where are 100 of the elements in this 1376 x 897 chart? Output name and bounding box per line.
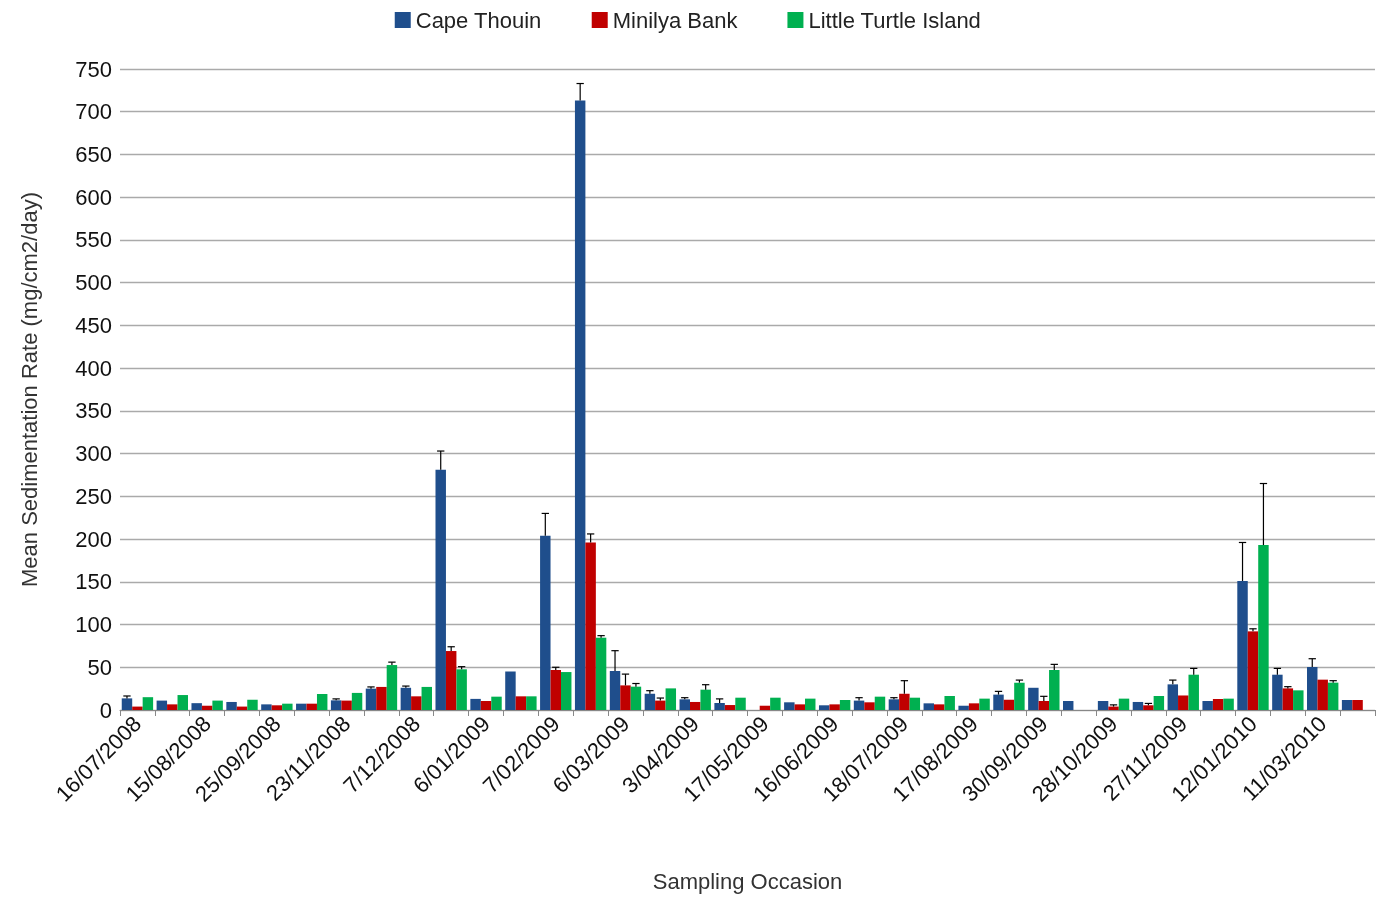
y-tick-label: 50 bbox=[87, 654, 112, 680]
bar bbox=[1038, 701, 1050, 710]
bar bbox=[1202, 701, 1213, 710]
bar bbox=[770, 697, 781, 710]
bar bbox=[934, 704, 945, 710]
bar bbox=[156, 700, 168, 710]
y-tick-label: 750 bbox=[75, 56, 112, 82]
bar bbox=[1132, 701, 1144, 710]
bar bbox=[1272, 674, 1283, 710]
bar bbox=[909, 697, 921, 710]
bar bbox=[944, 695, 955, 710]
bar bbox=[735, 697, 746, 710]
bar bbox=[351, 692, 363, 710]
bar bbox=[1223, 698, 1234, 710]
bar bbox=[923, 703, 935, 710]
bar bbox=[177, 695, 188, 710]
bar bbox=[630, 686, 642, 710]
bar bbox=[212, 700, 223, 710]
bar bbox=[226, 701, 237, 710]
bar bbox=[1212, 698, 1224, 710]
bar bbox=[1178, 695, 1189, 710]
bar bbox=[386, 665, 398, 710]
bar bbox=[1352, 700, 1363, 710]
bar bbox=[330, 700, 342, 710]
bar bbox=[167, 704, 178, 710]
bar bbox=[1062, 701, 1074, 710]
bar bbox=[306, 703, 317, 710]
bar bbox=[609, 671, 621, 710]
bar bbox=[794, 704, 806, 710]
bar bbox=[805, 698, 816, 710]
bar bbox=[1282, 688, 1294, 710]
bar bbox=[376, 686, 387, 710]
y-tick-label: 0 bbox=[99, 697, 112, 723]
y-tick-label: 150 bbox=[75, 569, 112, 595]
y-tick-label: 250 bbox=[75, 483, 112, 509]
legend-label: Little Turtle Island bbox=[808, 7, 981, 33]
bar bbox=[1153, 695, 1165, 710]
bar bbox=[1118, 698, 1130, 710]
bar bbox=[121, 698, 133, 710]
bar bbox=[644, 693, 656, 710]
bar bbox=[864, 702, 875, 710]
bar bbox=[1317, 679, 1328, 710]
bar bbox=[191, 703, 202, 710]
bar bbox=[1188, 674, 1199, 710]
bar bbox=[1293, 690, 1304, 710]
legend-label: Cape Thouin bbox=[415, 7, 542, 33]
y-tick-label: 600 bbox=[75, 184, 112, 210]
bar bbox=[853, 700, 865, 710]
bar bbox=[411, 696, 422, 710]
bar bbox=[1247, 631, 1259, 710]
bar bbox=[585, 542, 596, 710]
bar bbox=[595, 637, 607, 710]
bar bbox=[655, 700, 666, 710]
x-axis-title: Sampling Occasion bbox=[652, 868, 843, 894]
bar bbox=[341, 700, 352, 710]
bar bbox=[1237, 580, 1248, 710]
bar bbox=[679, 699, 690, 710]
y-tick-label: 650 bbox=[75, 141, 112, 167]
y-axis-title: Mean Sedimentation Rate (mg/cm2/day) bbox=[16, 192, 42, 587]
bar bbox=[505, 671, 516, 710]
bar bbox=[1028, 687, 1039, 710]
bar bbox=[526, 696, 537, 710]
bar bbox=[1327, 682, 1339, 710]
bar bbox=[839, 700, 851, 710]
bar bbox=[296, 703, 307, 710]
bar bbox=[445, 651, 457, 710]
bar bbox=[491, 696, 502, 710]
bar bbox=[316, 694, 328, 710]
bar bbox=[247, 699, 258, 710]
bar bbox=[784, 702, 795, 710]
bar bbox=[400, 687, 412, 710]
bar bbox=[470, 698, 481, 710]
bar bbox=[958, 705, 969, 710]
bar bbox=[1167, 684, 1179, 710]
y-tick-label: 450 bbox=[75, 312, 112, 338]
bar bbox=[421, 686, 433, 710]
legend-label: Minilya Bank bbox=[612, 7, 739, 33]
bar bbox=[1307, 667, 1318, 710]
bar bbox=[132, 706, 143, 710]
bar bbox=[515, 696, 527, 710]
y-tick-label: 300 bbox=[75, 441, 112, 467]
bar bbox=[540, 535, 551, 710]
bar bbox=[818, 705, 830, 710]
bar bbox=[968, 703, 980, 710]
bar bbox=[1014, 682, 1025, 710]
bar bbox=[1143, 705, 1154, 710]
bar bbox=[560, 672, 572, 710]
bar bbox=[456, 669, 467, 710]
bar bbox=[888, 699, 900, 710]
bar bbox=[1341, 700, 1353, 710]
bar bbox=[480, 701, 492, 710]
y-tick-label: 700 bbox=[75, 99, 112, 125]
y-tick-label: 400 bbox=[75, 355, 112, 381]
bar bbox=[282, 703, 293, 710]
bar bbox=[899, 693, 910, 710]
bar bbox=[829, 704, 840, 710]
bar bbox=[714, 702, 725, 710]
bar bbox=[142, 697, 154, 710]
bar bbox=[874, 696, 886, 710]
bar bbox=[365, 688, 377, 710]
